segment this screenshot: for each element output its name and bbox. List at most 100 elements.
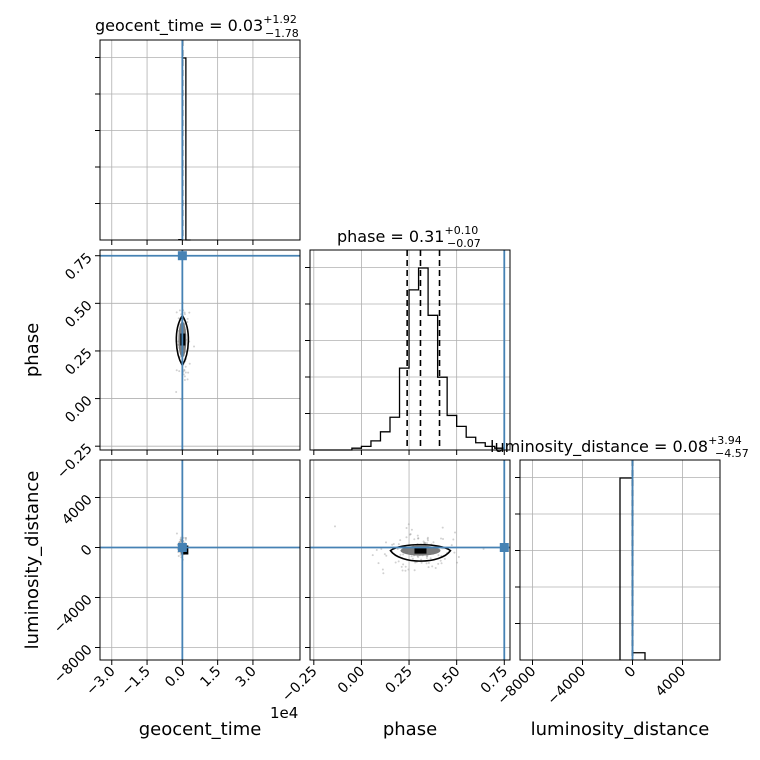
title-phase: phase = 0.31+0.10: [337, 224, 478, 246]
sample-point: [410, 555, 413, 558]
sample-point: [410, 528, 413, 531]
sample-point: [179, 553, 182, 556]
sample-point: [402, 553, 405, 556]
sample-point: [184, 537, 187, 540]
sample-point: [193, 345, 196, 348]
sample-point: [380, 548, 383, 551]
ylabel-phase: phase: [22, 323, 43, 377]
sample-point: [439, 559, 442, 562]
truth-marker: [177, 251, 187, 261]
tick-label-y-phase: −0.25: [54, 441, 96, 483]
tick-label-y-luminosity_distance: −4000: [51, 592, 96, 637]
sample-point: [187, 371, 190, 374]
sample-point: [417, 537, 420, 540]
sample-point: [371, 554, 374, 557]
sample-point: [399, 539, 402, 542]
tick-label-x-phase: 0.25: [383, 664, 416, 697]
tick-label-y-phase: 0.50: [62, 298, 95, 331]
tick-label-y-phase: 0.25: [62, 345, 95, 378]
sample-point: [383, 553, 386, 556]
sample-point: [441, 526, 444, 529]
panel-hist-geocent-time: [99, 39, 301, 241]
sample-point: [452, 538, 455, 541]
tick-label-y-phase: 0.75: [62, 250, 95, 283]
sample-point: [437, 554, 440, 557]
sample-point: [420, 561, 423, 564]
sample-point: [413, 569, 416, 572]
tick-label-x-phase: −0.25: [279, 664, 321, 706]
sample-point: [413, 538, 416, 541]
sample-point: [186, 320, 189, 323]
sample-point: [178, 540, 181, 543]
sample-point: [179, 539, 182, 542]
sample-point: [414, 561, 417, 564]
panel-hist-phase: [309, 249, 511, 451]
sample-point: [188, 311, 191, 314]
sample-point: [392, 542, 395, 545]
title-luminosity-distance-minus: −4.57: [715, 447, 749, 460]
sample-point: [397, 543, 400, 546]
sample-point: [416, 534, 419, 537]
sample-point: [186, 317, 189, 320]
tick-label-x-geocent_time: −1.5: [119, 664, 154, 699]
sample-point: [453, 551, 456, 554]
sample-point: [409, 533, 412, 536]
truth-marker: [499, 543, 509, 552]
sample-point: [183, 311, 186, 314]
ylabel-luminosity-distance: luminosity_distance: [22, 471, 43, 650]
sample-point: [417, 537, 420, 540]
sample-point: [175, 369, 178, 372]
sample-point: [434, 567, 437, 570]
sample-point: [425, 542, 428, 545]
sample-point: [429, 557, 432, 560]
title-phase-minus: −0.07: [447, 237, 481, 250]
sample-point: [411, 557, 414, 560]
sample-point: [188, 362, 191, 365]
sample-point: [405, 526, 408, 529]
sample-point: [178, 541, 181, 544]
sample-point: [426, 555, 429, 558]
sample-point: [420, 558, 423, 561]
sample-point: [399, 553, 402, 556]
sample-point: [427, 566, 430, 569]
sample-point: [425, 557, 428, 560]
sample-point: [456, 561, 459, 564]
sample-point: [423, 542, 426, 545]
tick-label-y-phase: 0.00: [62, 393, 95, 426]
sample-point: [183, 313, 186, 316]
sample-point: [457, 556, 460, 559]
sample-point: [333, 525, 336, 528]
sample-point: [179, 398, 182, 401]
tick-label-x-luminosity_distance: −4000: [545, 664, 590, 709]
tick-label-x-geocent_time: −3.0: [83, 664, 118, 699]
sample-point: [442, 538, 445, 541]
sample-point: [417, 556, 420, 559]
sample-point: [454, 531, 457, 534]
sample-point: [175, 532, 178, 535]
sample-point: [409, 533, 412, 536]
sample-point: [426, 539, 429, 542]
sample-point: [175, 311, 178, 314]
sample-point: [184, 371, 187, 374]
sample-point: [179, 551, 182, 554]
truth-markers: [100, 40, 634, 660]
sample-point: [385, 554, 388, 557]
sample-point: [404, 569, 407, 572]
sample-point: [384, 541, 387, 544]
sample-point: [183, 369, 186, 372]
contour-level: [389, 543, 452, 562]
tick-label-y-luminosity_distance: 4000: [59, 492, 96, 529]
tick-label-x-phase: 0.00: [335, 664, 368, 697]
sample-point: [440, 537, 443, 540]
sample-point: [391, 543, 394, 546]
sample-point: [424, 542, 427, 545]
xlabel-phase: phase: [383, 719, 437, 740]
sample-point: [443, 557, 446, 560]
sample-point: [422, 540, 425, 543]
tick-label-x-geocent_time: 1.5: [197, 664, 224, 691]
tick-label-y-luminosity_distance: 0: [78, 542, 96, 560]
title-geocent-time: geocent_time = 0.03+1.92: [95, 13, 297, 36]
sample-point: [177, 317, 180, 320]
sample-point: [405, 536, 408, 539]
